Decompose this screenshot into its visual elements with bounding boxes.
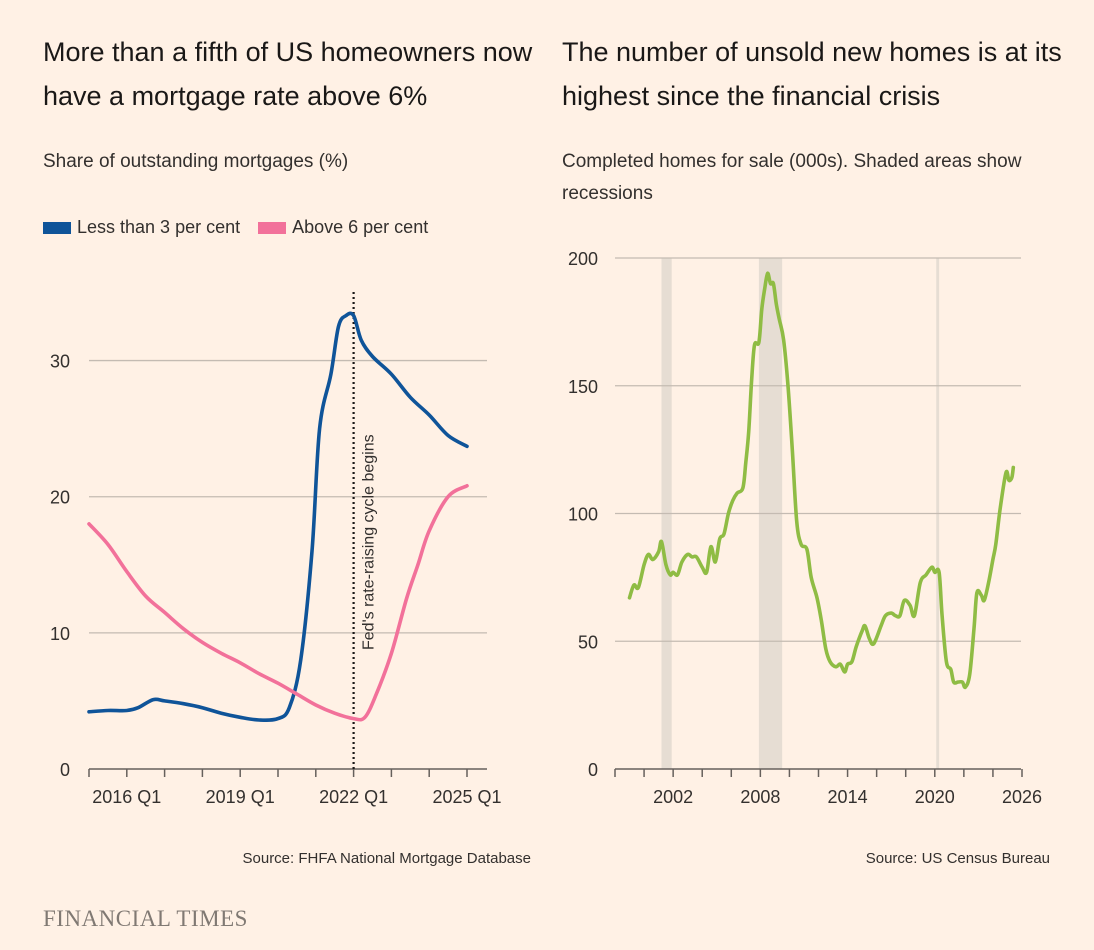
left-chart-title: More than a fifth of US homeowners now h…: [43, 37, 533, 111]
legend-swatch-blue: [43, 221, 71, 234]
left-chart-subtitle: Share of outstanding mortgages (%): [43, 151, 349, 172]
y-tick-label: 150: [568, 377, 598, 397]
x-tick-label: 2016 Q1: [92, 787, 161, 807]
x-tick-label: 2008: [740, 787, 780, 807]
x-tick-label: 2025 Q1: [432, 787, 501, 807]
ft-logo: FINANCIAL TIMES: [43, 906, 248, 931]
series-line-above-6-per-cent: [87, 484, 469, 722]
right-chart-source: Source: US Census Bureau: [865, 850, 1050, 867]
x-tick-label: 2020: [915, 787, 955, 807]
y-tick-label: 50: [578, 632, 598, 652]
y-tick-label: 100: [568, 505, 598, 525]
x-tick-label: 2002: [653, 787, 693, 807]
y-tick-label: 20: [50, 488, 70, 508]
legend-label: Above 6 per cent: [292, 217, 429, 237]
y-tick-label: 0: [588, 760, 598, 780]
legend-swatch-pink: [258, 221, 287, 234]
right-chart-title: The number of unsold new homes is at its…: [562, 37, 1062, 111]
series-line-less-than-3-per-cent: [87, 311, 469, 722]
x-tick-label: 2022 Q1: [319, 787, 388, 807]
legend-label: Less than 3 per cent: [77, 217, 241, 237]
x-tick-label: 2026: [1002, 787, 1042, 807]
left-chart-source: Source: FHFA National Mortgage Database: [242, 850, 532, 867]
y-tick-label: 10: [50, 624, 70, 644]
y-tick-label: 0: [60, 760, 70, 780]
x-tick-label: 2019 Q1: [206, 787, 275, 807]
legend-item-above-6: Above 6 per cent: [258, 217, 428, 238]
left-chart-legend: Less than 3 per cent Above 6 per cent: [43, 217, 446, 238]
rate-cycle-annotation: Fed's rate-raising cycle begins: [361, 434, 378, 650]
series-line-completed-homes-for-sale: [627, 271, 1016, 690]
y-tick-label: 200: [568, 249, 598, 269]
x-tick-label: 2014: [828, 787, 868, 807]
right-chart-subtitle: Completed homes for sale (000s). Shaded …: [562, 151, 1022, 204]
y-tick-label: 30: [50, 352, 70, 372]
legend-item-less-than-3: Less than 3 per cent: [43, 217, 240, 238]
